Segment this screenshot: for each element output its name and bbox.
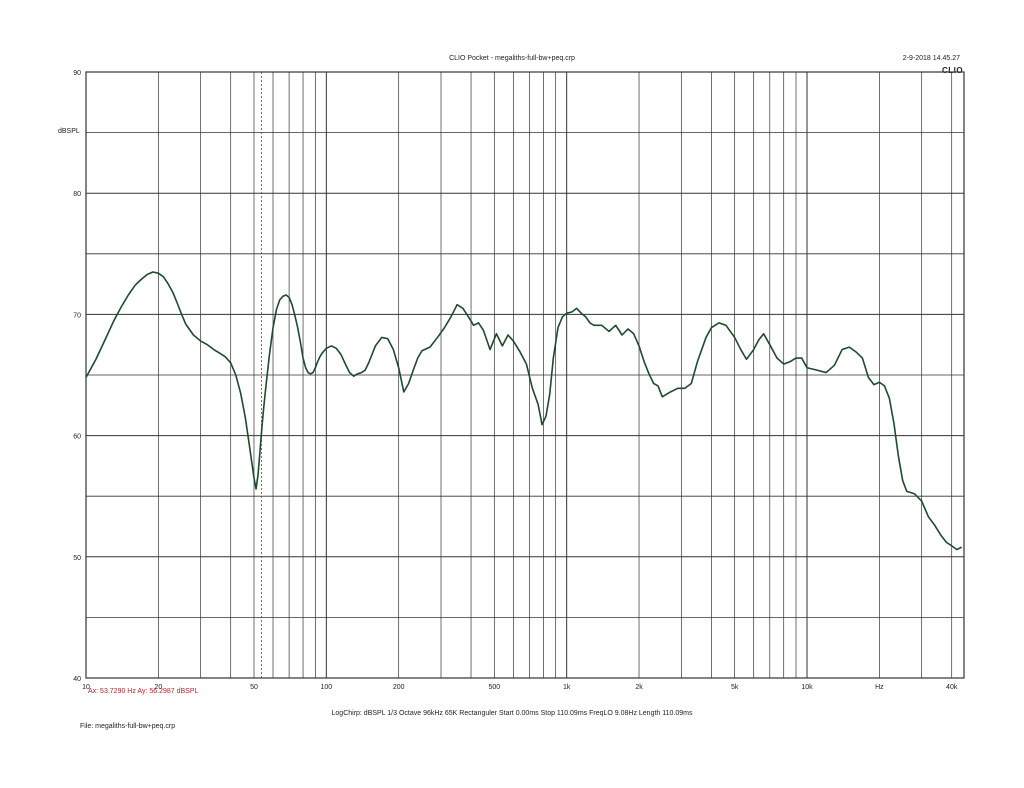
y-tick-label: 50 [73,555,81,562]
y-tick-label: 60 [73,434,81,441]
x-tick-label: 2k [635,684,643,691]
file-name: File: megaliths-full-bw+peq.crp [80,723,176,730]
measurement-settings: LogChirp: dBSPL 1/3 Octave 96kHz 65K Rec… [331,710,693,717]
cursor-readout: Ax: 53.7290 Hz Ay: 56.2987 dBSPL [88,688,199,695]
brand-logo: CLIO [942,66,964,75]
x-tick-label: 5k [731,684,739,691]
x-tick-label: 100 [320,684,332,691]
y-tick-label: 70 [73,312,81,319]
series-line [85,271,963,551]
tick-labels: 10 20 50 100 200 500 1k 2k 5k 10k Hz 40k 40 50 60 70 80 9… [73,70,958,691]
x-tick-label: 1k [563,684,571,691]
x-tick-label: 500 [488,684,500,691]
x-tick-label: 10k [801,684,813,691]
y-tick-label: 80 [73,191,81,198]
y-tick-label: 90 [73,70,81,77]
x-tick-label: Hz [875,684,884,691]
x-tick-label: 20 [154,684,162,691]
y-tick-label: 40 [73,676,81,683]
timestamp: 2-9-2018 14.45.27 [902,55,960,62]
chart-grid [85,71,965,679]
x-tick-label: 50 [250,684,258,691]
x-tick-label: 40k [946,684,958,691]
chart-title: CLIO Pocket - megaliths-full-bw+peq.crp [449,55,575,62]
x-tick-label: 200 [393,684,405,691]
x-tick-label: 10 [82,684,90,691]
trace-layer [85,271,963,551]
y-axis-label: dBSPL [58,128,80,135]
